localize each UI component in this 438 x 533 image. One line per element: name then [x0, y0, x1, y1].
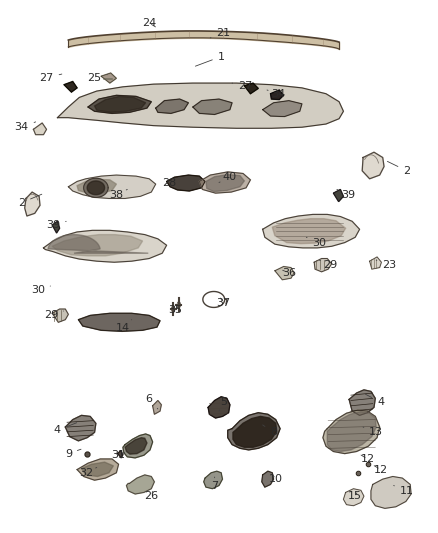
Text: 39: 39 — [46, 220, 66, 230]
Polygon shape — [233, 416, 277, 447]
Polygon shape — [314, 259, 332, 272]
Text: 30: 30 — [306, 237, 326, 247]
Polygon shape — [101, 73, 117, 83]
Text: 21: 21 — [210, 28, 230, 38]
Polygon shape — [48, 235, 148, 253]
Polygon shape — [208, 397, 230, 418]
Text: 34: 34 — [267, 88, 285, 99]
Text: 35: 35 — [168, 305, 182, 315]
Polygon shape — [77, 179, 117, 193]
Text: 2: 2 — [18, 194, 42, 208]
Text: 29: 29 — [319, 260, 337, 270]
Polygon shape — [166, 175, 205, 191]
Polygon shape — [52, 309, 68, 322]
Polygon shape — [64, 82, 77, 92]
Polygon shape — [370, 257, 381, 269]
Polygon shape — [271, 90, 284, 100]
Polygon shape — [263, 214, 360, 248]
Polygon shape — [43, 230, 166, 262]
Text: 9: 9 — [65, 449, 81, 458]
Polygon shape — [65, 415, 96, 441]
Text: 34: 34 — [14, 122, 35, 132]
Polygon shape — [343, 489, 364, 506]
Polygon shape — [68, 175, 155, 198]
Polygon shape — [262, 471, 274, 487]
Text: 29: 29 — [44, 310, 64, 320]
Text: 5: 5 — [219, 397, 227, 411]
Polygon shape — [193, 99, 232, 115]
Polygon shape — [84, 178, 108, 197]
Polygon shape — [77, 459, 119, 480]
Polygon shape — [327, 411, 376, 451]
Polygon shape — [349, 390, 375, 415]
Text: 38: 38 — [110, 189, 127, 200]
Polygon shape — [371, 477, 411, 508]
Polygon shape — [333, 189, 343, 201]
Text: 40: 40 — [219, 172, 237, 182]
Text: 11: 11 — [394, 486, 414, 496]
Text: 10: 10 — [269, 474, 283, 484]
Polygon shape — [57, 83, 343, 128]
Polygon shape — [152, 400, 161, 414]
Text: 26: 26 — [144, 491, 159, 501]
Text: 1: 1 — [195, 52, 225, 66]
Text: 39: 39 — [337, 189, 355, 200]
Polygon shape — [125, 438, 147, 454]
Text: 4: 4 — [366, 394, 384, 407]
Polygon shape — [155, 99, 188, 114]
Text: 12: 12 — [360, 454, 374, 464]
Polygon shape — [25, 192, 40, 216]
Polygon shape — [272, 219, 346, 244]
Polygon shape — [228, 413, 280, 450]
Text: 30: 30 — [31, 286, 50, 295]
Polygon shape — [199, 172, 251, 193]
Polygon shape — [127, 475, 154, 494]
Polygon shape — [52, 235, 143, 256]
Polygon shape — [88, 95, 151, 114]
Polygon shape — [323, 410, 380, 454]
Text: 15: 15 — [347, 491, 361, 501]
Polygon shape — [362, 152, 384, 179]
Text: 12: 12 — [374, 465, 388, 474]
Polygon shape — [33, 123, 46, 135]
Text: 4: 4 — [54, 423, 77, 435]
Text: 37: 37 — [216, 297, 230, 308]
Polygon shape — [275, 266, 294, 280]
Polygon shape — [263, 101, 302, 117]
Polygon shape — [206, 174, 244, 191]
Text: 23: 23 — [376, 260, 396, 270]
Text: 27: 27 — [232, 81, 252, 91]
Text: 6: 6 — [146, 394, 158, 409]
Text: 7: 7 — [211, 477, 218, 490]
Text: 24: 24 — [142, 18, 156, 28]
Polygon shape — [244, 83, 258, 94]
Polygon shape — [52, 221, 60, 233]
Text: 14: 14 — [116, 320, 132, 333]
Polygon shape — [81, 462, 113, 477]
Polygon shape — [123, 434, 152, 458]
Text: 36: 36 — [282, 268, 296, 278]
Text: 25: 25 — [88, 73, 107, 83]
Polygon shape — [78, 313, 160, 332]
Polygon shape — [95, 96, 146, 112]
Text: 32: 32 — [79, 467, 97, 478]
Polygon shape — [204, 471, 223, 489]
Text: 13: 13 — [363, 427, 383, 438]
Text: 2: 2 — [387, 161, 410, 176]
Polygon shape — [87, 181, 105, 195]
Text: 27: 27 — [39, 73, 62, 83]
Polygon shape — [118, 450, 123, 458]
Text: 8: 8 — [263, 425, 277, 438]
Text: 28: 28 — [162, 177, 180, 188]
Text: 31: 31 — [112, 450, 126, 460]
